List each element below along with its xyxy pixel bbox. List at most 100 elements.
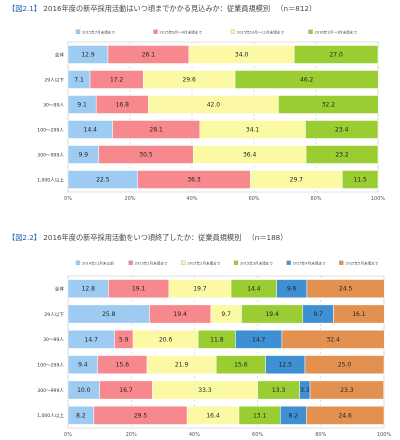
legend-swatch	[286, 260, 291, 265]
x-tick-label: 20%	[124, 196, 135, 202]
legend-label: 2015年10月〜12月末頃まで	[237, 30, 284, 35]
sample-size: （n＝188）	[247, 233, 288, 242]
bar-segment	[281, 329, 385, 349]
legend-label: 2015年5月末頃まで	[345, 261, 378, 266]
bar-segment	[234, 70, 379, 89]
data-label: 28.1	[150, 127, 164, 134]
bar-segment	[305, 120, 379, 139]
data-label: 24.5	[339, 286, 353, 293]
data-label: 36.4	[243, 152, 257, 159]
data-label: 19.4	[174, 311, 188, 318]
bar-segment	[333, 304, 385, 324]
category-label: 300〜999人	[37, 152, 64, 158]
x-tick-label: 40%	[186, 196, 197, 202]
data-label: 32.2	[322, 102, 336, 109]
data-label: 9.7	[221, 311, 231, 318]
data-label: 25.0	[338, 362, 352, 369]
data-label: 14.4	[247, 286, 261, 293]
legend-swatch	[153, 29, 158, 34]
data-label: 7.1	[74, 77, 84, 84]
chart-title: 【図2.2】 2016年度の新卒採用活動をいつ頃終了したか：従業員規模別 （n＝…	[8, 233, 287, 243]
x-tick-label: 60%	[248, 196, 259, 202]
data-label: 30.5	[139, 152, 153, 159]
data-label: 9.4	[78, 362, 88, 369]
data-label: 10.0	[77, 387, 91, 394]
title-text: 2016年度の新卒採用活動をいつ頃終了したか：従業員規模別	[43, 233, 242, 242]
data-label: 16.1	[352, 311, 366, 318]
legend-swatch	[308, 29, 313, 34]
data-label: 8.2	[289, 412, 299, 419]
data-label: 5.9	[119, 336, 129, 343]
data-label: 24.6	[338, 412, 352, 419]
x-tick-label: 100%	[377, 432, 392, 438]
data-label: 9.9	[79, 152, 89, 159]
legend-label: 2014年11月末以前	[82, 261, 114, 266]
x-tick-label: 0%	[64, 196, 72, 202]
data-label: 29.5	[134, 412, 148, 419]
category-label: 100〜299人	[37, 127, 64, 133]
legend-label: 2015年3月末頃まで	[240, 261, 273, 266]
category-label: 29人以下	[44, 77, 64, 83]
x-tick-label: 80%	[315, 432, 326, 438]
data-label: 12.8	[82, 286, 96, 293]
legend-label: 2015年8月〜9月末頃まで	[160, 30, 203, 35]
legend-label: 2015年2月末頃まで	[187, 261, 220, 266]
bar-segment	[342, 170, 379, 189]
data-label: 36.3	[187, 177, 201, 184]
data-label: 23.2	[335, 152, 349, 159]
data-label: 9.6	[287, 286, 297, 293]
category-label: 30〜99人	[43, 337, 64, 343]
data-label: 16.8	[116, 102, 130, 109]
bar-segment	[309, 380, 384, 400]
legend-label: 2015年7月末頃まで	[82, 30, 115, 35]
category-label: 全体	[55, 51, 65, 58]
figure-number: 【図2.2】	[8, 233, 41, 242]
bar-segment	[306, 405, 385, 425]
bar-segment	[305, 145, 379, 164]
data-label: 11.5	[353, 177, 367, 184]
data-label: 21.9	[175, 362, 189, 369]
data-label: 23.4	[335, 127, 349, 134]
bar-segment	[306, 279, 385, 299]
bar-segment	[294, 45, 379, 64]
x-tick-label: 20%	[126, 432, 137, 438]
category-label: 全体	[55, 285, 65, 292]
data-label: 46.2	[300, 77, 314, 84]
data-label: 22.5	[96, 177, 110, 184]
data-label: 17.2	[110, 77, 124, 84]
data-label: 19.4	[265, 311, 279, 318]
bar-segment	[304, 355, 385, 375]
data-label: 9.1	[77, 102, 87, 109]
legend-label: 2016年1月〜3月末頃まで	[315, 30, 358, 35]
data-label: 27.0	[329, 52, 343, 59]
data-label: 33.3	[198, 387, 212, 394]
category-label: 300〜999人	[37, 388, 64, 394]
sample-size: （n＝812）	[276, 4, 317, 13]
data-label: 42.0	[207, 102, 221, 109]
data-label: 9.7	[313, 311, 323, 318]
data-label: 32.4	[326, 336, 340, 343]
legend-swatch	[75, 29, 81, 34]
x-tick-label: 60%	[252, 432, 263, 438]
bar-segment	[278, 95, 379, 114]
plot-frame	[67, 41, 379, 193]
data-label: 13.3	[272, 387, 286, 394]
data-label: 12.5	[279, 362, 293, 369]
data-label: 20.6	[159, 336, 173, 343]
legend-swatch	[181, 260, 186, 265]
legend-swatch	[230, 29, 236, 34]
data-label: 34.0	[235, 52, 249, 59]
legend-swatch	[75, 260, 81, 265]
legend-swatch	[339, 260, 344, 265]
category-label: 29人以下	[44, 312, 64, 318]
category-label: 30〜99人	[43, 102, 64, 108]
data-label: 11.8	[210, 336, 224, 343]
data-label: 34.1	[246, 127, 260, 134]
category-label: 100〜299人	[37, 362, 64, 368]
x-tick-label: 80%	[310, 196, 321, 202]
data-label: 3.3	[300, 387, 310, 394]
x-tick-label: 0%	[64, 432, 72, 438]
plot-frame	[67, 275, 385, 429]
figure-number: 【図2.1】	[8, 4, 41, 13]
